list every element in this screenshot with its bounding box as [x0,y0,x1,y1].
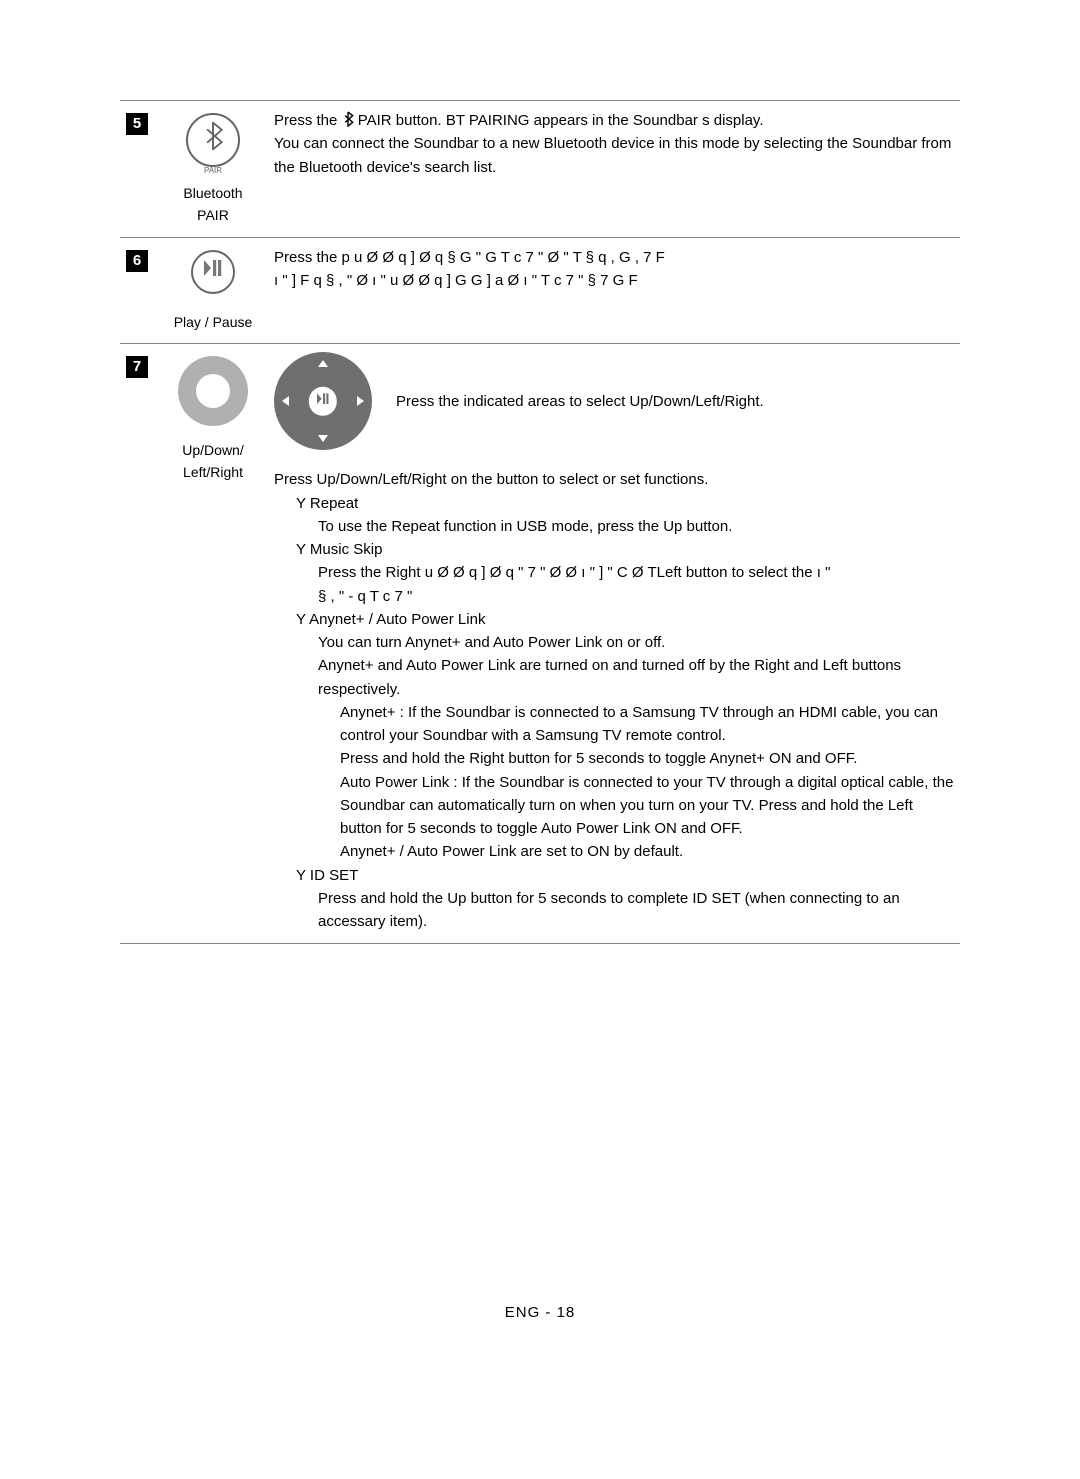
remote-functions-table: 5 PAIR BluetoothPAIR Press the PAIR butt… [120,100,960,944]
row-number-badge: 6 [126,250,148,272]
dpad-large-icon [274,352,372,450]
desc-text: Auto Power Link : If the Soundbar is con… [274,771,954,841]
bluetooth-icon [202,121,224,151]
desc-text: Anynet+ and Auto Power Link are turned o… [274,654,954,701]
bullet-heading: Y ID SET [274,864,954,887]
desc-text: § , " - q T c 7 " [274,585,954,608]
bullet-heading: Y Repeat [274,492,954,515]
document-page: 5 PAIR BluetoothPAIR Press the PAIR butt… [0,0,1080,1381]
row-number-badge: 5 [126,113,148,135]
desc-text: Press the [274,112,337,129]
desc-text: PAIR button. BT PAIRING appears in the S… [358,112,764,129]
desc-text: Press the p u Ø Ø q ] Ø q § G " G T c 7 … [274,246,954,269]
desc-text: ı " ] F q § , " Ø ı " u Ø Ø q ] G G ] a … [274,269,954,292]
pair-subtext: PAIR [164,165,262,177]
row-number-badge: 7 [126,356,148,378]
desc-text: Press and hold the Up button for 5 secon… [274,887,954,934]
table-row: 6 Play / Pause Press the p u Ø Ø q ] Ø q… [120,237,960,344]
desc-text: Press the Right u Ø Ø q ] Ø q " 7 " Ø Ø … [274,561,954,584]
icon-label: BluetoothPAIR [164,183,262,226]
desc-text: Anynet+ : If the Soundbar is connected t… [274,701,954,748]
desc-text: Press and hold the Right button for 5 se… [274,747,954,770]
bullet-heading: Y Music Skip [274,538,954,561]
page-number: ENG - 18 [120,1304,960,1321]
dpad-icon [178,356,248,426]
table-row: 7 Up/Down/Left/Right Press the indicated… [120,344,960,944]
desc-text: You can turn Anynet+ and Auto Power Link… [274,631,954,654]
desc-text: You can connect the Soundbar to a new Bl… [274,135,951,175]
play-pause-icon [191,250,235,294]
bullet-heading: Y Anynet+ / Auto Power Link [274,608,954,631]
desc-text: To use the Repeat function in USB mode, … [274,515,954,538]
icon-label: Up/Down/Left/Right [164,440,262,483]
desc-text: Anynet+ / Auto Power Link are set to ON … [274,840,954,863]
desc-text: Press the indicated areas to select Up/D… [396,390,764,413]
icon-label: Play / Pause [164,312,262,334]
desc-text: Press Up/Down/Left/Right on the button t… [274,468,954,491]
bluetooth-inline-icon [342,111,354,127]
bluetooth-pair-icon [186,113,240,167]
table-row: 5 PAIR BluetoothPAIR Press the PAIR butt… [120,101,960,238]
